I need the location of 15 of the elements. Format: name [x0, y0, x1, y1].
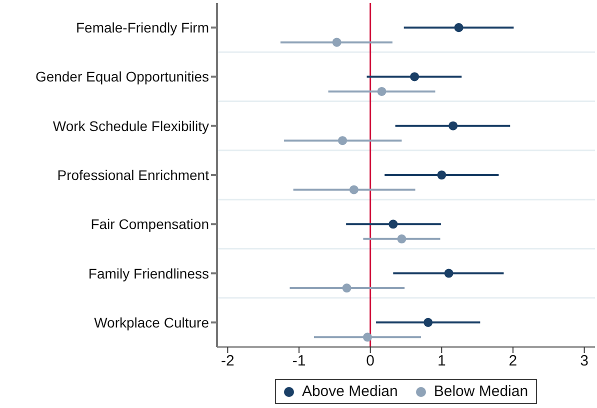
x-tick-label: 1	[437, 352, 446, 370]
legend-label: Above Median	[300, 383, 398, 400]
x-tick-label: -1	[292, 352, 306, 370]
y-tick-label: Female-Friendly Firm	[76, 20, 209, 36]
y-tick-label: Work Schedule Flexibility	[52, 118, 209, 134]
x-tick-label: 0	[366, 352, 375, 370]
x-tick-label: 2	[508, 352, 518, 370]
y-tick-label: Professional Enrichment	[57, 166, 210, 183]
y-tick-label: Family Friendliness	[88, 265, 209, 282]
y-tick-label: Gender Equal Opportunities	[35, 68, 209, 85]
x-tick-label: 3	[580, 352, 588, 370]
legend-label: Below Median	[432, 383, 528, 400]
y-tick-label: Workplace Culture	[94, 314, 210, 330]
x-tick-label: -2	[221, 352, 234, 370]
y-tick-label: Fair Compensation	[90, 216, 209, 232]
